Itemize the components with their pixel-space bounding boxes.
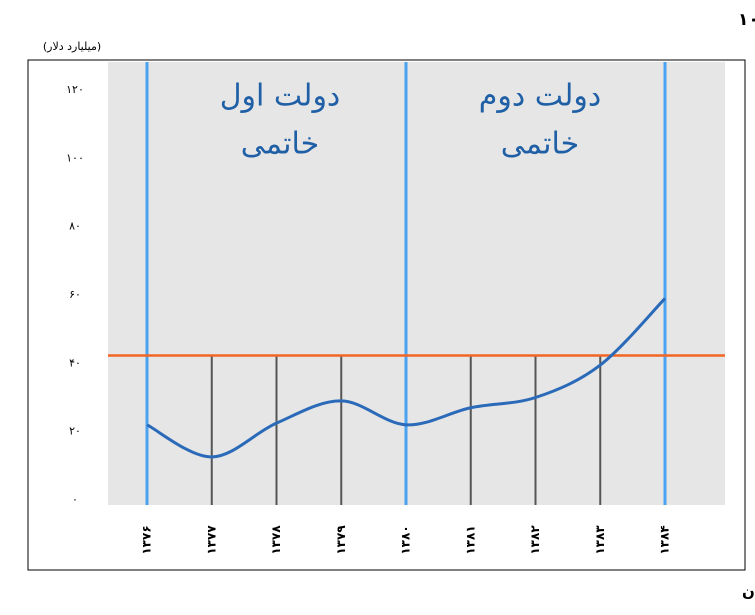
x-tick-label: ۱۳۸۳ <box>593 525 607 555</box>
x-tick-label: ۱۳۷۶ <box>140 525 154 554</box>
y-tick-label: ۰ <box>72 493 78 506</box>
x-tick-label: ۱۳۸۴ <box>658 525 672 554</box>
y-tick-label: ۲۰ <box>69 425 81 438</box>
y-tick-label: ۱۲۰ <box>66 83 84 96</box>
y-tick-label: ۴۰ <box>69 356 81 369</box>
x-tick-label: ۱۳۷۸ <box>269 525 283 555</box>
y-tick-label: ۶۰ <box>69 288 81 301</box>
annotation: خاتمی <box>241 127 319 162</box>
x-tick-label: ۱۳۸۰ <box>399 525 413 554</box>
data-line <box>146 297 667 459</box>
y-axis-label: (میلیارد دلار) <box>43 40 101 53</box>
chart-title: درآمد صادرات نفت و گاز از ســال ۱۳۷۶ تا … <box>738 8 755 30</box>
annotation: دولت دوم <box>479 79 601 114</box>
x-tick-label: ۱۳۸۲ <box>528 525 542 555</box>
x-tick-label: ۱۳۷۷ <box>204 525 218 555</box>
annotation: خاتمی <box>501 127 579 162</box>
source: منبع: بانک مرکزی ایران <box>742 583 755 601</box>
y-tick-label: ۸۰ <box>69 220 81 233</box>
annotation: دولت اول <box>220 79 341 114</box>
x-tick-label: ۱۳۷۹ <box>334 525 348 555</box>
x-tick-label: ۱۳۸۱ <box>463 525 477 554</box>
y-tick-label: ۱۰۰ <box>66 151 84 164</box>
plot-area <box>108 62 725 505</box>
